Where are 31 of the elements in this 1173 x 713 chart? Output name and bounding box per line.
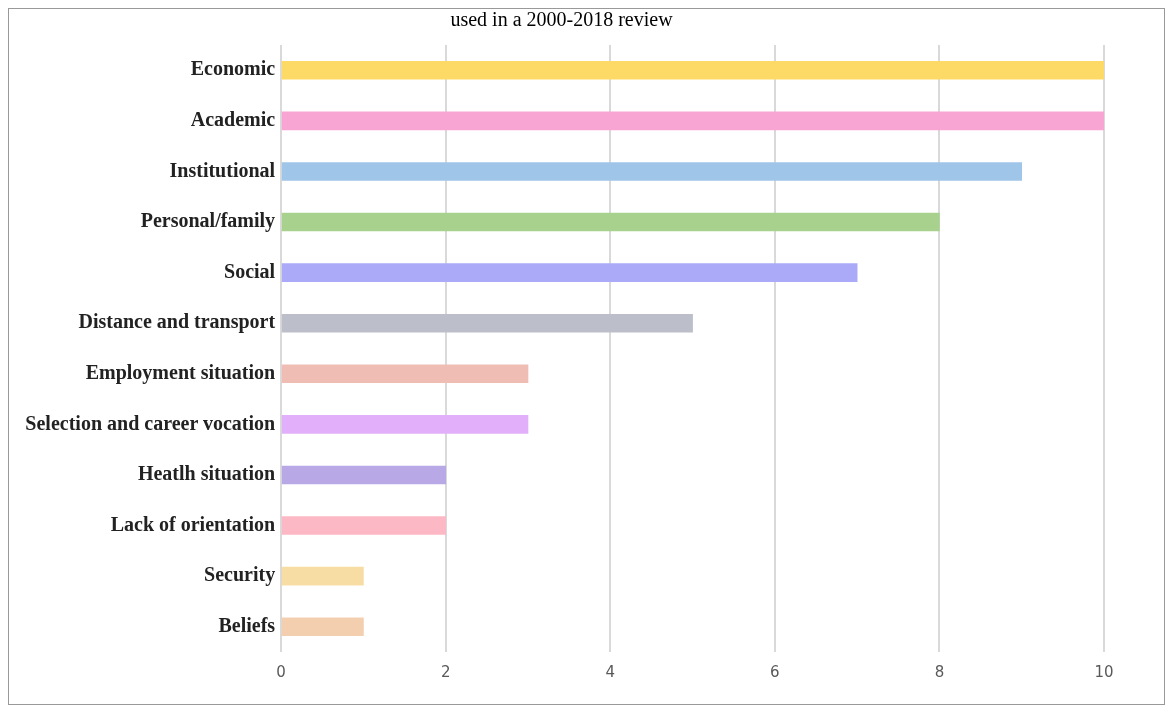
bar [281, 516, 447, 535]
bar [281, 313, 693, 333]
y-tick-label: Institutional [169, 158, 276, 181]
y-tick-label: Employment situation [85, 360, 276, 384]
y-tick-label: Social [224, 259, 276, 282]
bar [281, 364, 529, 384]
bar [281, 263, 858, 282]
y-tick-label: Lack of orientation [110, 512, 276, 535]
x-tick-label: 8 [934, 662, 945, 681]
x-tick-label: 10 [1094, 662, 1114, 681]
x-tick-label: 2 [440, 662, 451, 681]
chart-title: used in a 2000-2018 review [450, 8, 674, 31]
bar [281, 566, 364, 586]
y-tick-label: Security [204, 563, 276, 587]
bar [281, 111, 1104, 131]
y-tick-label: Personal/family [140, 209, 276, 233]
x-tick-label: 4 [605, 662, 616, 681]
bar [281, 465, 447, 485]
x-tick-label: 0 [276, 662, 286, 681]
bar [281, 162, 1023, 181]
x-tick-label: 6 [770, 662, 780, 681]
y-tick-label: Economic [190, 57, 276, 80]
bar [281, 415, 529, 434]
bar [281, 617, 364, 637]
bar [281, 212, 940, 232]
y-tick-label: Distance and transport [78, 310, 276, 334]
y-tick-label: Heatlh situation [137, 462, 276, 485]
y-tick-label: Beliefs [218, 613, 276, 636]
y-tick-label: Academic [190, 108, 276, 131]
y-tick-label: Selection and career vocation [25, 411, 276, 434]
bar [281, 60, 1104, 80]
